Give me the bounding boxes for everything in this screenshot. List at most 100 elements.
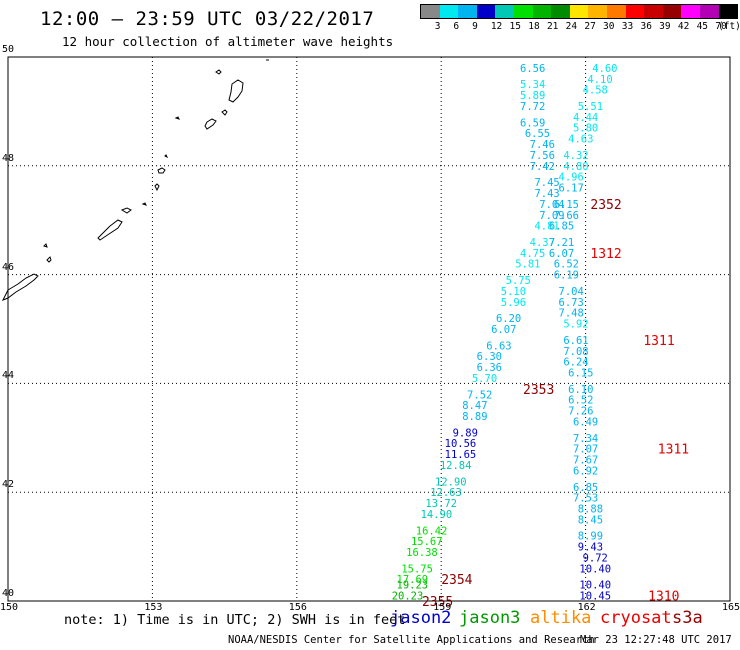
wave-height-value: 7.45 xyxy=(534,177,559,189)
wave-height-value: 6.85 xyxy=(549,221,574,233)
wave-height-value: 7.43 xyxy=(534,188,559,200)
wave-height-value: 8.47 xyxy=(462,400,487,412)
legend-label: 33 xyxy=(621,21,634,32)
wave-height-value: 4.81 xyxy=(534,221,559,233)
legend-swatch xyxy=(662,5,682,18)
legend-label: 21 xyxy=(546,21,559,32)
wave-height-value: 10.45 xyxy=(579,591,611,603)
wave-height-value: 6.85 xyxy=(573,482,598,494)
legend-swatch xyxy=(495,5,514,18)
wave-height-value: 6.19 xyxy=(554,270,579,282)
legend-swatch xyxy=(476,5,496,18)
wave-height-value: 5.51 xyxy=(578,101,603,113)
wave-height-value: 6.73 xyxy=(559,297,584,309)
legend-label: 18 xyxy=(528,21,540,32)
wave-height-value: 4.75 xyxy=(520,248,545,260)
latitude-label: 42 xyxy=(2,479,15,491)
wave-height-value: 20.23 xyxy=(392,591,424,603)
wave-height-value: 16.38 xyxy=(406,547,438,559)
wave-height-value: 11.65 xyxy=(445,449,477,461)
wave-height-value: 7.34 xyxy=(573,433,598,445)
wave-height-value: 7.07 xyxy=(573,444,598,456)
wave-height-value: 6.15 xyxy=(554,199,579,211)
mission-label-s3a: s3a xyxy=(672,608,703,628)
wave-height-value: 6.17 xyxy=(559,183,584,195)
legend-label: 3 xyxy=(434,21,441,32)
legend-label: 9 xyxy=(472,21,478,32)
wave-height-value: 9.43 xyxy=(578,542,603,554)
wave-height-value: 7.72 xyxy=(520,101,545,113)
wave-height-value: 6.20 xyxy=(496,313,521,325)
wave-height-value: 6.55 xyxy=(525,128,550,140)
wave-height-values: 6.56 5.345.897.72 6.596.557.467.567.42 7.45… xyxy=(392,63,618,603)
pass-time-label: 2354 xyxy=(441,573,472,588)
legend-label: 12 xyxy=(490,21,503,32)
generation-timestamp: Mar 23 12:27:48 UTC 2017 xyxy=(580,634,732,646)
page-title: 12:00 – 23:59 UTC 03/22/2017 xyxy=(40,8,375,30)
wave-height-value: 7.26 xyxy=(568,406,593,418)
wave-height-value: 7.53 xyxy=(573,493,598,505)
wave-height-value: 8.45 xyxy=(578,514,603,526)
longitude-label: 159 xyxy=(433,602,452,613)
wave-height-value: 4.44 xyxy=(573,112,598,124)
legend-swatch xyxy=(625,5,645,18)
wave-height-value: 6.59 xyxy=(520,117,545,129)
pass-time-label: 1311 xyxy=(658,443,689,458)
page-subtitle: 12 hour collection of altimeter wave hei… xyxy=(62,34,394,49)
legend-label: 70 xyxy=(715,21,727,32)
wave-height-value: 4.10 xyxy=(587,74,612,86)
wave-height-value: 8.88 xyxy=(578,504,603,516)
wave-height-value: 10.40 xyxy=(579,563,611,575)
wave-height-value: 7.42 xyxy=(530,161,555,173)
wave-height-value: 5.75 xyxy=(506,275,531,287)
wave-height-value: 9.72 xyxy=(583,552,608,564)
wave-height-value: 10.56 xyxy=(445,438,477,450)
legend-swatch xyxy=(681,5,700,18)
color-legend: 3 6 9 12 15 18 21 24 27 30 33 36 39 42 45 70 (ft) xyxy=(420,4,740,33)
wave-height-value: 4.80 xyxy=(563,161,588,173)
wave-height-value: 7.08 xyxy=(563,346,588,358)
wave-height-value: 15.75 xyxy=(401,563,433,575)
wave-height-value: 7.56 xyxy=(530,150,555,162)
wave-height-value: 6.07 xyxy=(549,248,574,260)
wave-height-value: 6.52 xyxy=(554,259,579,271)
wave-height-value: 4.37 xyxy=(530,237,555,249)
legend-swatch xyxy=(421,5,440,18)
latitude-label: 46 xyxy=(2,261,15,273)
legend-label: 45 xyxy=(696,21,709,32)
wave-height-value: 6.92 xyxy=(573,465,598,477)
credit-line: NOAA/NESDIS Center for Satellite Applica… xyxy=(228,634,595,646)
wave-height-value: 8.89 xyxy=(462,411,487,423)
wave-height-value: 4.58 xyxy=(583,85,608,97)
plot-frame xyxy=(7,56,731,602)
wave-height-value: 6.61 xyxy=(563,335,588,347)
legend-swatch xyxy=(718,5,738,18)
legend-label: 39 xyxy=(659,21,671,32)
wave-height-value: 9.89 xyxy=(453,427,478,439)
wave-height-value: 5.34 xyxy=(520,79,545,91)
mission-label-jason3: jason3 xyxy=(459,608,521,628)
wave-height-value: 7.04 xyxy=(559,286,584,298)
coastline xyxy=(1,59,269,301)
wave-height-value: 19.23 xyxy=(397,580,429,592)
wave-height-value: 6.07 xyxy=(491,324,516,336)
legend-color-bar xyxy=(420,4,738,19)
mission-label-altika: altika xyxy=(530,608,592,628)
latitude-label: 50 xyxy=(2,44,15,55)
pass-time-label: 2352 xyxy=(590,198,621,213)
pass-time-labels: 2352 1312 1311 2353 1311 2354 2355 1310 xyxy=(422,198,689,610)
wave-height-value: 5.89 xyxy=(520,90,545,102)
pass-time-label: 2355 xyxy=(422,595,453,610)
wave-height-value: 6.24 xyxy=(563,357,588,369)
wave-height-value: 7.09 xyxy=(539,210,564,222)
wave-height-value: 6.63 xyxy=(486,340,511,352)
wave-height-value: 5.96 xyxy=(501,297,526,309)
wave-height-value: 4.32 xyxy=(563,150,588,162)
legend-label: 36 xyxy=(640,21,652,32)
wave-height-value: 7.67 xyxy=(573,455,598,467)
longitude-label: 153 xyxy=(144,602,163,613)
legend-swatch xyxy=(588,5,607,18)
legend-label: 24 xyxy=(565,21,578,32)
legend-label: 42 xyxy=(677,21,690,32)
legend-swatch xyxy=(606,5,626,18)
